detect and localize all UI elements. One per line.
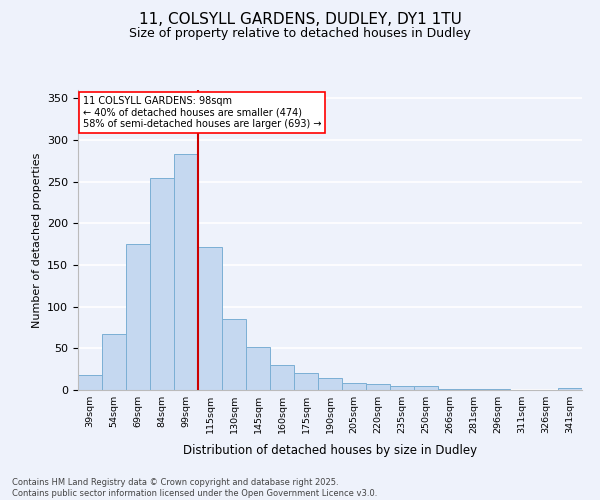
Bar: [174, 154, 198, 390]
Bar: [438, 389, 462, 390]
Bar: [486, 389, 510, 390]
Bar: [462, 389, 486, 390]
Text: 11 COLSYLL GARDENS: 98sqm
← 40% of detached houses are smaller (474)
58% of semi: 11 COLSYLL GARDENS: 98sqm ← 40% of detac…: [83, 96, 322, 129]
Text: Size of property relative to detached houses in Dudley: Size of property relative to detached ho…: [129, 28, 471, 40]
Bar: [318, 378, 342, 390]
Text: 11, COLSYLL GARDENS, DUDLEY, DY1 1TU: 11, COLSYLL GARDENS, DUDLEY, DY1 1TU: [139, 12, 461, 28]
Y-axis label: Number of detached properties: Number of detached properties: [32, 152, 41, 328]
Bar: [342, 382, 366, 390]
Bar: [222, 319, 246, 390]
Bar: [198, 246, 222, 390]
Bar: [150, 178, 174, 390]
Bar: [102, 334, 126, 390]
Bar: [390, 386, 414, 390]
Bar: [366, 384, 390, 390]
X-axis label: Distribution of detached houses by size in Dudley: Distribution of detached houses by size …: [183, 444, 477, 458]
Bar: [126, 244, 150, 390]
Bar: [246, 346, 270, 390]
Bar: [294, 374, 318, 390]
Bar: [78, 375, 102, 390]
Bar: [270, 365, 294, 390]
Bar: [414, 386, 438, 390]
Text: Contains HM Land Registry data © Crown copyright and database right 2025.
Contai: Contains HM Land Registry data © Crown c…: [12, 478, 377, 498]
Bar: [558, 388, 582, 390]
